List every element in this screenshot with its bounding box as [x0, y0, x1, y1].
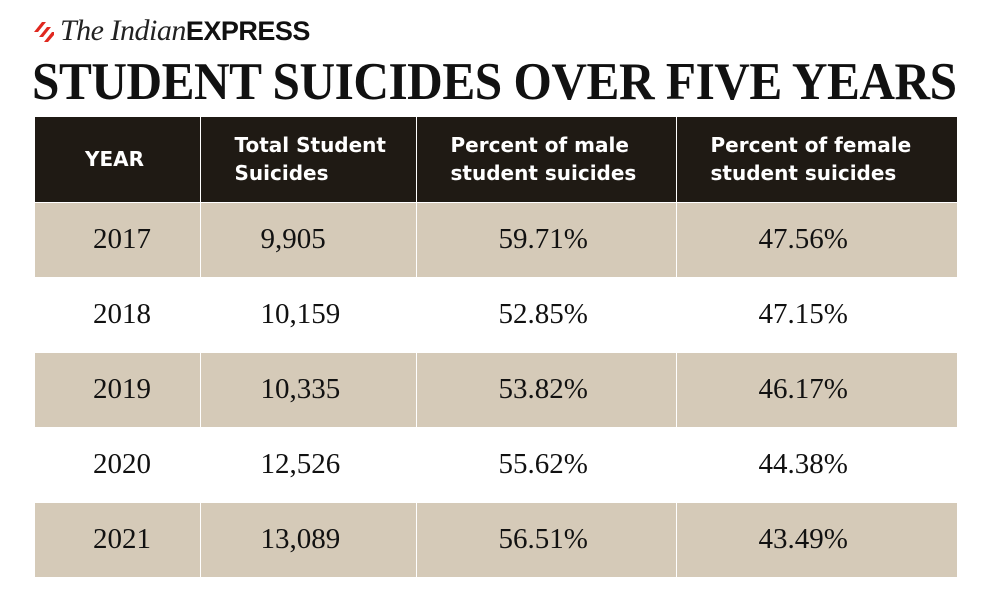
table: YEAR Total Student Suicides Percent of mal…: [35, 117, 957, 577]
column-header: Percent of male student suicides: [415, 117, 676, 202]
table-row: 2020 12,526 55.62% 44.38%: [35, 426, 957, 502]
table-row: 2018 10,159 52.85% 47.15%: [35, 276, 957, 352]
column-header: YEAR: [35, 117, 200, 202]
logo: The Indian EXPRESS: [34, 14, 310, 48]
table-cell: 59.71%: [415, 201, 676, 277]
table-cell: 56.51%: [415, 501, 676, 577]
table-row: 2017 9,905 59.71% 47.56%: [35, 201, 957, 277]
table-cell: 53.82%: [415, 351, 676, 427]
logo-icon: [34, 22, 54, 42]
column-header: Percent of female student suicides: [675, 117, 957, 202]
table-cell: 2018: [35, 276, 200, 352]
table-cell: 2021: [35, 501, 200, 577]
table-row: 2021 13,089 56.51% 43.49%: [35, 501, 957, 577]
header-row: YEAR Total Student Suicides Percent of mal…: [35, 117, 957, 202]
table-cell: 52.85%: [415, 276, 676, 352]
table-cell: 44.38%: [675, 426, 957, 502]
table-cell: 2020: [35, 426, 200, 502]
table-row: 2019 10,335 53.82% 46.17%: [35, 351, 957, 427]
table-cell: 9,905: [199, 201, 416, 277]
column-header: Total Student Suicides: [199, 117, 416, 202]
table-cell: 2017: [35, 201, 200, 277]
table-cell: 55.62%: [415, 426, 676, 502]
brand-prefix: The Indian: [60, 14, 186, 47]
table-cell: 47.56%: [675, 201, 957, 277]
table-cell: 12,526: [199, 426, 416, 502]
table-cell: 10,335: [199, 351, 416, 427]
table-cell: 2019: [35, 351, 200, 427]
title: STUDENT SUICIDES OVER FIVE YEARS: [32, 53, 957, 111]
brand: EXPRESS: [185, 15, 311, 46]
table-cell: 46.17%: [675, 351, 957, 427]
table-cell: 47.15%: [675, 276, 957, 352]
table-cell: 13,089: [199, 501, 416, 577]
table-cell: 10,159: [199, 276, 416, 352]
table-cell: 43.49%: [675, 501, 957, 577]
